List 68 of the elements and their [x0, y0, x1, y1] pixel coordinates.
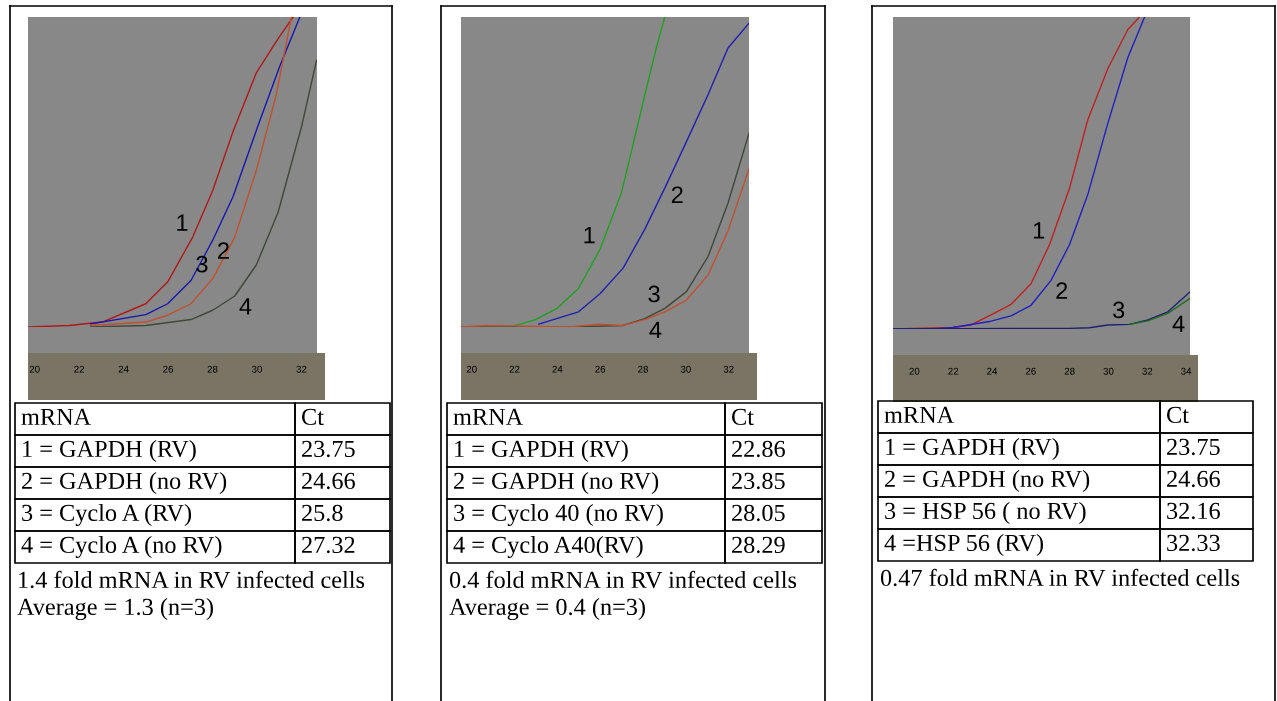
x-tick-label: 22 — [74, 365, 85, 373]
x-tick-label: 28 — [207, 365, 218, 373]
x-tick-label: 26 — [595, 365, 606, 373]
text: Average = 0.4 (n=3) — [449, 598, 645, 621]
series-label: 3 — [1113, 301, 1125, 319]
text: Ct — [1167, 406, 1189, 424]
text: 23.75 — [1167, 438, 1220, 456]
text: 4 =HSP 56 (RV) — [884, 533, 1044, 557]
text: 4 = Cyclo A (no RV) — [21, 535, 222, 559]
text: 2 = GAPDH (no RV) — [22, 471, 227, 495]
x-tick-label: 30 — [251, 365, 262, 373]
text: 2 = GAPDH (no RV) — [454, 471, 659, 495]
text: 0.47 fold mRNA in RV infected cells — [880, 568, 1240, 587]
text: Ct — [732, 408, 754, 426]
series-label: 3 — [648, 285, 660, 303]
x-tick-label: 24 — [118, 365, 129, 373]
series-label: 4 — [239, 298, 252, 315]
x-tick-label: 32 — [723, 365, 734, 373]
x-tick-label: 26 — [1025, 367, 1036, 375]
text: Average = 1.3 (n=3) — [17, 598, 213, 621]
text: Ct — [302, 408, 324, 426]
text: 1 = GAPDH (RV) — [455, 439, 628, 463]
x-tick-label: 20 — [29, 365, 40, 373]
x-tick-label: 24 — [552, 365, 563, 373]
x-tick-label: 22 — [509, 365, 520, 373]
x-tick-label: 20 — [466, 365, 477, 373]
x-tick-label: 20 — [909, 367, 920, 375]
series-label: 4 — [1172, 315, 1185, 332]
text: mRNA — [21, 408, 92, 425]
series-label: 1 — [177, 214, 188, 231]
text: mRNA — [453, 408, 524, 425]
series-label: 1 — [1033, 222, 1045, 239]
text: 1 = GAPDH (RV) — [23, 439, 196, 463]
x-tick-label: 32 — [296, 365, 307, 373]
x-tick-label: 28 — [1064, 367, 1075, 375]
x-tick-label: 22 — [948, 367, 959, 375]
x-tick-label: 28 — [638, 365, 648, 373]
series-label: 1 — [584, 226, 595, 244]
text: 23.85 — [732, 472, 785, 490]
text: 1 = GAPDH (RV) — [886, 437, 1059, 461]
text: 25.8 — [302, 504, 343, 522]
text: 27.32 — [302, 536, 355, 554]
text: 0.4 fold mRNA in RV infected cells — [449, 570, 797, 589]
text: 1.4 fold mRNA in RV infected cells — [19, 570, 365, 589]
series-label: 2 — [1056, 282, 1068, 299]
series-label: 2 — [671, 186, 683, 203]
x-tick-label: 26 — [163, 365, 174, 373]
text: 2 = GAPDH (no RV) — [885, 469, 1090, 493]
text: 32.33 — [1167, 534, 1220, 552]
series-label: 2 — [218, 242, 229, 259]
text: 4 = Cyclo A40(RV) — [453, 535, 643, 559]
text: 24.66 — [302, 472, 355, 490]
text: mRNA — [884, 406, 955, 423]
text: 22.86 — [732, 440, 785, 458]
text: 3 = Cyclo A (RV) — [22, 503, 192, 527]
x-tick-label: 34 — [1181, 367, 1192, 375]
text: 32.16 — [1167, 502, 1220, 520]
text: 24.66 — [1167, 470, 1220, 488]
text: 3 = Cyclo 40 (no RV) — [454, 503, 663, 527]
text: 23.75 — [302, 440, 355, 458]
x-tick-label: 32 — [1142, 367, 1153, 375]
text: 28.29 — [732, 536, 785, 554]
x-tick-label: 30 — [680, 365, 691, 373]
text: 3 = HSP 56 ( no RV) — [885, 501, 1086, 525]
series-label: 4 — [649, 321, 662, 339]
text: 28.05 — [732, 504, 785, 522]
x-tick-label: 24 — [987, 367, 998, 375]
x-tick-label: 30 — [1103, 367, 1114, 375]
